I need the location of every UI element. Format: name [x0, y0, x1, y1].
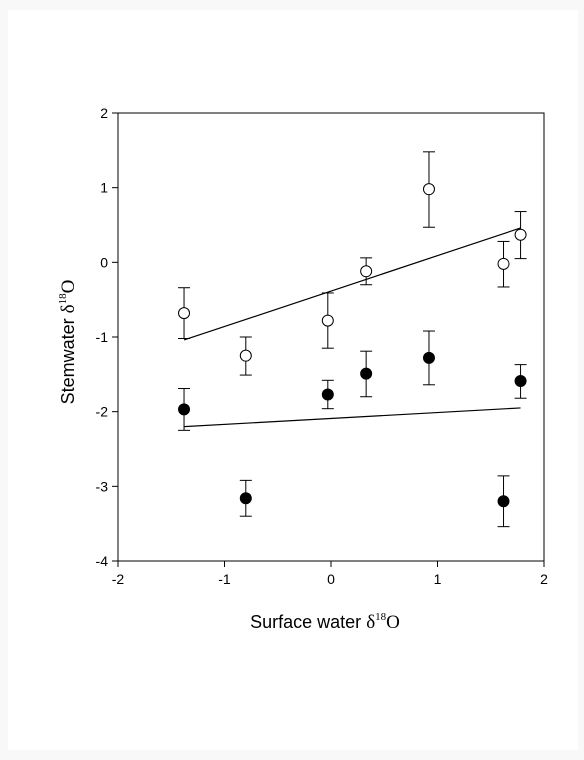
plot-frame — [117, 112, 545, 562]
y-tick-label: -4 — [96, 553, 109, 569]
x-tick-label: 2 — [540, 571, 548, 587]
y-axis-title: Stemwater δ18O — [57, 280, 79, 405]
open-point — [497, 257, 510, 270]
x-tick-label: 0 — [327, 571, 335, 587]
filled-point — [497, 495, 510, 508]
open-point — [360, 265, 373, 278]
figure-page: -2 -1 0 1 2 -4 -3 -2 -1 0 1 2 Surface water δ18O S… — [8, 10, 578, 750]
x-tick-label: 1 — [434, 571, 442, 587]
y-tick-label: 2 — [100, 105, 108, 121]
filled-point — [360, 367, 373, 380]
regression-line — [183, 407, 521, 428]
series-1 — [178, 151, 527, 376]
x-tick-label: -2 — [112, 571, 125, 587]
scatter-chart: -2 -1 0 1 2 -4 -3 -2 -1 0 1 2 Surface water δ18O S… — [57, 105, 548, 633]
y-tick-label: -3 — [96, 478, 109, 494]
open-point — [178, 307, 191, 320]
open-point — [321, 314, 334, 327]
open-point — [514, 228, 527, 241]
y-tick-label: 1 — [100, 180, 108, 196]
filled-point — [239, 492, 252, 505]
regression-line — [183, 227, 521, 341]
filled-point — [321, 388, 334, 401]
plot-area — [117, 112, 545, 562]
x-axis-ticks: -2 -1 0 1 2 — [112, 561, 548, 587]
open-point — [239, 349, 252, 362]
filled-point — [178, 403, 191, 416]
filled-point — [422, 351, 435, 364]
data-marks — [178, 151, 527, 528]
x-tick-label: -1 — [218, 571, 231, 587]
filled-point — [514, 375, 527, 388]
y-tick-label: -1 — [96, 329, 109, 345]
y-tick-label: 0 — [100, 254, 108, 270]
y-tick-label: -2 — [96, 404, 109, 420]
y-axis-ticks: -4 -3 -2 -1 0 1 2 — [96, 105, 118, 569]
open-point — [422, 183, 435, 196]
x-axis-title: Surface water δ18O — [250, 611, 400, 633]
series-2 — [178, 330, 527, 528]
